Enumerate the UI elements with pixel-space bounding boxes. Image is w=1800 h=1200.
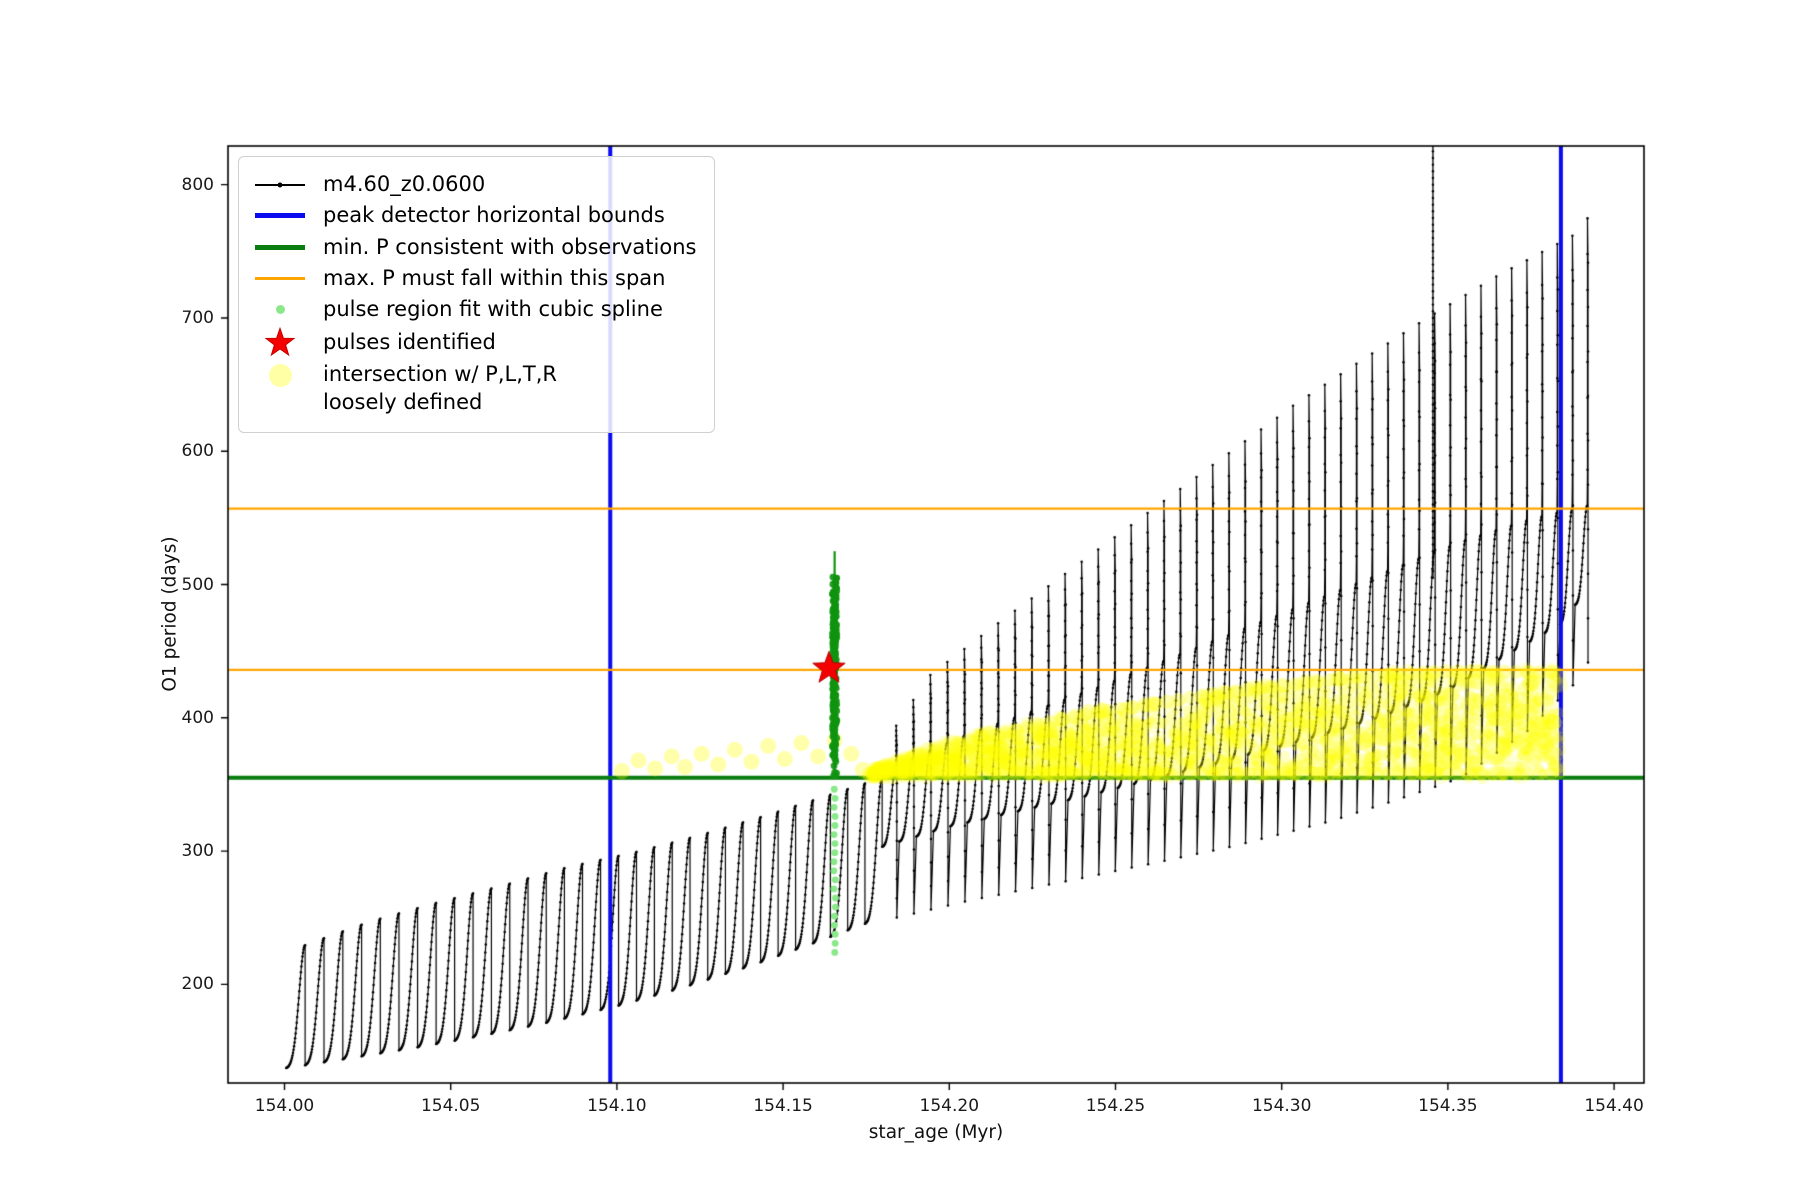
legend-item-max-p: max. P must fall within this span xyxy=(251,265,696,292)
legend-item-min-p: min. P consistent with observations xyxy=(251,234,696,261)
y-tick-label: 700 xyxy=(181,307,214,328)
legend-item-pulse-region: pulse region fit with cubic spline xyxy=(251,296,696,323)
legend-label: peak detector horizontal bounds xyxy=(323,203,665,228)
blue-line-icon xyxy=(251,213,309,219)
y-tick-label: 400 xyxy=(181,707,214,728)
y-tick-label: 800 xyxy=(181,174,214,195)
y-tick-label: 500 xyxy=(181,574,214,595)
legend-item-series: m4.60_z0.0600 xyxy=(251,171,696,198)
y-tick-label: 200 xyxy=(181,974,214,995)
x-tick-label: 154.30 xyxy=(1251,1096,1312,1116)
x-tick-label: 154.40 xyxy=(1584,1096,1644,1116)
legend: m4.60_z0.0600 peak detector horizontal b… xyxy=(238,156,716,434)
x-tick-label: 154.35 xyxy=(1418,1096,1478,1116)
orange-line-icon xyxy=(251,277,309,281)
legend-label: m4.60_z0.0600 xyxy=(323,172,486,196)
green-line-icon xyxy=(251,244,309,250)
legend-item-pulses: pulses identified xyxy=(251,327,696,357)
y-axis-label: O1 period (days) xyxy=(159,536,181,692)
legend-item-peak-bounds: peak detector horizontal bounds xyxy=(251,202,696,229)
x-tick-label: 154.20 xyxy=(919,1096,980,1116)
legend-item-intersection: intersection w/ P,L,T,R loosely defined xyxy=(251,361,696,416)
x-tick-label: 154.00 xyxy=(254,1096,315,1116)
x-tick-label: 154.10 xyxy=(587,1096,647,1116)
x-tick-label: 154.05 xyxy=(420,1096,481,1116)
lightgreen-dot-icon xyxy=(251,305,309,315)
x-tick-label: 154.25 xyxy=(1085,1096,1146,1116)
y-tick-label: 600 xyxy=(181,441,214,462)
legend-label: pulse region fit with cubic spline xyxy=(323,297,663,322)
legend-label: min. P consistent with observations xyxy=(323,234,697,259)
x-tick-label: 154.15 xyxy=(753,1096,813,1116)
x-axis-label: star_age (Myr) xyxy=(868,1122,1004,1143)
yellow-dot-icon xyxy=(251,364,309,388)
series-line-dot-icon xyxy=(251,182,309,188)
legend-label: max. P must fall within this span xyxy=(323,265,666,290)
legend-label: intersection w/ P,L,T,R loosely defined xyxy=(323,362,557,414)
y-tick-label: 300 xyxy=(181,841,214,862)
legend-label: pulses identified xyxy=(323,329,496,354)
red-star-icon xyxy=(251,327,309,357)
